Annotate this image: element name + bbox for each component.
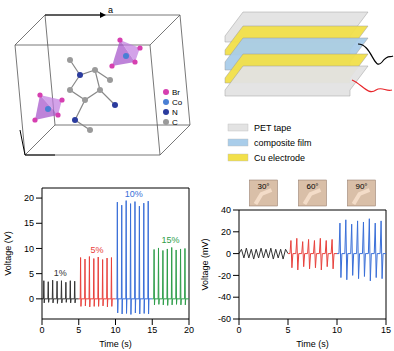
svg-text:Voltage (mV): Voltage (mV) bbox=[200, 238, 210, 290]
svg-text:60°: 60° bbox=[306, 182, 318, 191]
svg-text:10: 10 bbox=[110, 325, 120, 335]
svg-text:10: 10 bbox=[332, 325, 342, 335]
svg-text:-60: -60 bbox=[218, 314, 231, 324]
svg-text:composite film: composite film bbox=[254, 138, 312, 148]
svg-text:10: 10 bbox=[24, 244, 34, 254]
svg-text:C: C bbox=[172, 118, 178, 127]
svg-text:N: N bbox=[172, 108, 178, 117]
svg-text:15%: 15% bbox=[162, 235, 180, 245]
svg-text:Time (s): Time (s) bbox=[99, 339, 132, 349]
svg-text:Co: Co bbox=[172, 98, 183, 107]
svg-text:0: 0 bbox=[29, 294, 34, 304]
svg-text:5: 5 bbox=[29, 269, 34, 279]
svg-text:5: 5 bbox=[285, 325, 290, 335]
svg-text:20: 20 bbox=[221, 227, 231, 237]
svg-text:-40: -40 bbox=[218, 292, 231, 302]
svg-text:15: 15 bbox=[24, 218, 34, 228]
svg-text:Br: Br bbox=[172, 88, 180, 97]
svg-text:20: 20 bbox=[24, 193, 34, 203]
svg-text:5%: 5% bbox=[91, 245, 104, 255]
svg-text:a: a bbox=[108, 5, 113, 15]
svg-text:10%: 10% bbox=[125, 189, 143, 199]
svg-text:0: 0 bbox=[236, 325, 241, 335]
svg-text:40: 40 bbox=[221, 205, 231, 215]
svg-text:30°: 30° bbox=[257, 182, 269, 191]
svg-text:Time (s): Time (s) bbox=[296, 339, 329, 349]
svg-text:-20: -20 bbox=[218, 271, 231, 281]
svg-text:5: 5 bbox=[76, 325, 81, 335]
svg-text:0: 0 bbox=[226, 249, 231, 259]
svg-text:1%: 1% bbox=[54, 268, 67, 278]
svg-text:15: 15 bbox=[381, 325, 391, 335]
svg-text:90°: 90° bbox=[355, 182, 367, 191]
svg-text:0: 0 bbox=[39, 325, 44, 335]
svg-text:15: 15 bbox=[147, 325, 157, 335]
svg-text:Voltage (V): Voltage (V) bbox=[3, 231, 13, 276]
svg-text:20: 20 bbox=[184, 325, 194, 335]
svg-text:PET tape: PET tape bbox=[254, 123, 291, 133]
svg-text:Cu electrode: Cu electrode bbox=[254, 153, 305, 163]
